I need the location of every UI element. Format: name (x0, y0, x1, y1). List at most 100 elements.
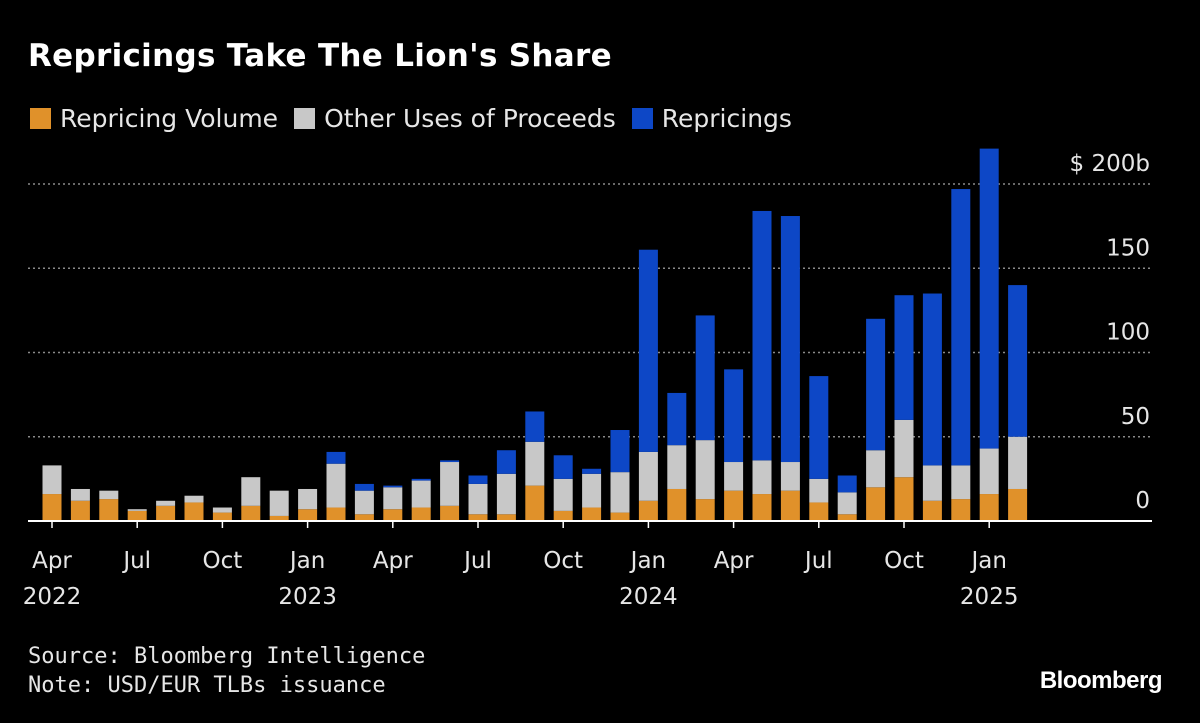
axis-layer: 0 50 100 150 $ 200b Apr 2022 Jul Oct Jan 2023 Apr Ju… (23, 151, 1152, 610)
bar-segment (667, 445, 687, 489)
bar-segment (326, 451, 346, 464)
bar-segment (184, 495, 204, 503)
bar-segment (440, 460, 460, 463)
bar-segment (809, 376, 829, 479)
bar-segment (638, 500, 658, 521)
bar-segment (724, 490, 744, 521)
bar-segment (468, 514, 488, 521)
bar-segment (610, 512, 630, 521)
bar-segment (99, 490, 119, 500)
x-tick-label: Oct (543, 548, 583, 574)
footnote: Note: USD/EUR TLBs issuance (28, 673, 386, 698)
bar-segment (354, 483, 374, 491)
bar-segment (496, 473, 516, 515)
legend-swatch-repricing-volume (30, 108, 51, 129)
bar-segment (695, 440, 715, 500)
bar-segment (724, 369, 744, 463)
bar-segment (979, 494, 999, 521)
bar-segment (752, 460, 772, 495)
bloomberg-logo: Bloomberg (1039, 667, 1163, 694)
bar-segment (70, 488, 90, 501)
bar-segment (837, 475, 857, 493)
bar-segment (127, 509, 147, 511)
bar-segment (525, 485, 545, 521)
bar-segment (269, 515, 289, 521)
bar-segment (496, 450, 516, 474)
y-tick-label: $ 200b (1070, 151, 1150, 177)
bar-segment (866, 450, 886, 488)
bar-segment (383, 487, 403, 510)
bar-segment (1008, 436, 1028, 489)
x-tick-label: Jul (803, 548, 833, 574)
bar-segment (525, 411, 545, 442)
legend-label-repricing-volume: Repricing Volume (60, 104, 279, 133)
legend: Repricing Volume Other Uses of Proceeds … (30, 104, 808, 133)
y-tick-label: 0 (1135, 488, 1150, 514)
bar-segment (638, 249, 658, 452)
bar-segment (383, 509, 403, 521)
bar-segment (184, 502, 204, 521)
legend-swatch-repricings (631, 108, 653, 129)
bar-segment (922, 293, 942, 466)
bar-segment (610, 430, 630, 473)
bar-segment (525, 441, 545, 486)
bar-segment (582, 468, 602, 474)
x-tick-label: Apr (373, 548, 413, 574)
legend-swatch-other-uses (294, 108, 316, 129)
bar-segment (42, 494, 62, 521)
bar-segment (241, 505, 261, 521)
x-tick-label: Jan (969, 548, 1006, 574)
bar-segment (695, 315, 715, 441)
x-tick-label: Jan (288, 548, 325, 574)
bar-segment (127, 510, 147, 521)
bar-segment (269, 490, 289, 516)
bar-segment (212, 512, 232, 521)
legend-item-other-uses: Other Uses of Proceeds (294, 104, 616, 133)
bar-segment (667, 488, 687, 521)
bar-segment (354, 514, 374, 521)
chart-title: Repricings Take The Lion's Share (28, 38, 612, 74)
bar-segment (866, 318, 886, 451)
x-tick-year-label: 2025 (960, 584, 1019, 610)
bar-segment (837, 492, 857, 515)
x-tick-label: Oct (884, 548, 924, 574)
bar-segment (42, 465, 62, 495)
bar-segment (468, 475, 488, 484)
bar-segment (553, 478, 573, 511)
bar-segment (951, 465, 971, 500)
bar-segment (411, 478, 431, 481)
bar-segment (695, 499, 715, 521)
bar-segment (667, 392, 687, 446)
bar-segment (922, 465, 942, 501)
bar-segment (326, 507, 346, 521)
bar-segment (951, 189, 971, 466)
bar-segment (212, 507, 232, 513)
bar-segment (866, 487, 886, 521)
x-tick-year-label: 2022 (23, 584, 82, 610)
bar-segment (809, 502, 829, 521)
bar-segment (1008, 285, 1028, 437)
x-tick-label: Jul (121, 548, 151, 574)
bar-segment (979, 148, 999, 449)
bar-segment (752, 210, 772, 461)
bar-segment (70, 500, 90, 521)
bar-segment (383, 485, 403, 488)
bar-segment (354, 490, 374, 515)
bar-segment (638, 451, 658, 501)
bar-segment (440, 462, 460, 506)
bar-segment (610, 472, 630, 513)
x-tick-year-label: 2024 (619, 584, 678, 610)
bar-segment (1008, 488, 1028, 521)
y-tick-label: 50 (1121, 404, 1150, 430)
bar-segment (298, 509, 318, 521)
bar-segment (979, 448, 999, 495)
bar-segment (496, 514, 516, 521)
x-tick-label: Apr (714, 548, 754, 574)
bar-segment (99, 499, 119, 521)
bar-segment (582, 473, 602, 508)
bar-segment (468, 483, 488, 515)
bar-segment (809, 478, 829, 503)
y-tick-label: 150 (1106, 235, 1150, 261)
bar-segment (780, 490, 800, 521)
